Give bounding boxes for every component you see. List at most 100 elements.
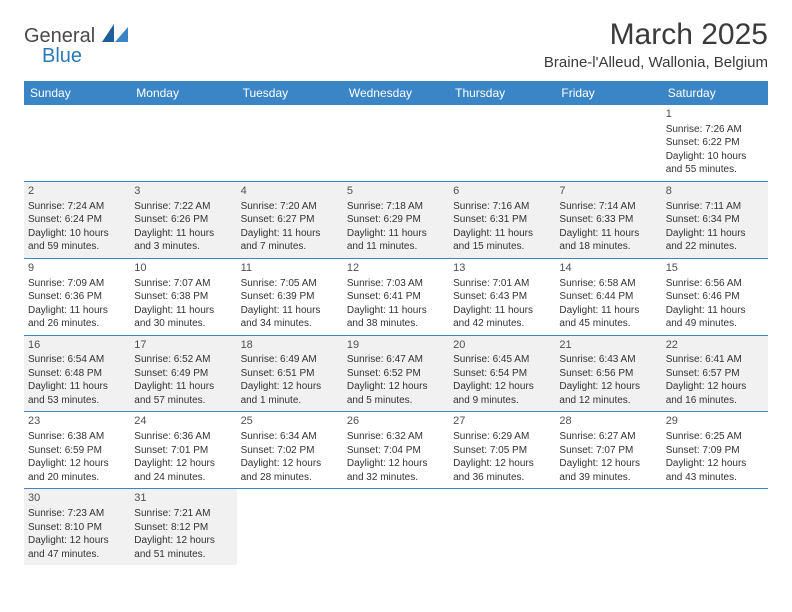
day-cell: 18Sunrise: 6:49 AMSunset: 6:51 PMDayligh… bbox=[237, 335, 343, 412]
daylight-text: and 39 minutes. bbox=[559, 471, 657, 485]
day-cell: 16Sunrise: 6:54 AMSunset: 6:48 PMDayligh… bbox=[24, 335, 130, 412]
day-header: Friday bbox=[555, 81, 661, 105]
logo-text-blue: Blue bbox=[42, 45, 128, 68]
day-cell bbox=[449, 105, 555, 181]
header-right: March 2025 Braine-l'Alleud, Wallonia, Be… bbox=[544, 18, 768, 71]
sunrise-text: Sunrise: 6:38 AM bbox=[28, 430, 126, 444]
sunset-text: Sunset: 6:41 PM bbox=[347, 290, 445, 304]
daylight-text: and 45 minutes. bbox=[559, 317, 657, 331]
day-number: 4 bbox=[241, 184, 339, 199]
sunset-text: Sunset: 8:12 PM bbox=[134, 521, 232, 535]
sunrise-text: Sunrise: 6:36 AM bbox=[134, 430, 232, 444]
day-cell: 5Sunrise: 7:18 AMSunset: 6:29 PMDaylight… bbox=[343, 181, 449, 258]
day-cell bbox=[130, 105, 236, 181]
day-cell bbox=[343, 489, 449, 565]
daylight-text: and 47 minutes. bbox=[28, 548, 126, 562]
day-header: Tuesday bbox=[237, 81, 343, 105]
daylight-text: Daylight: 12 hours bbox=[134, 457, 232, 471]
daylight-text: and 12 minutes. bbox=[559, 394, 657, 408]
day-number: 27 bbox=[453, 414, 551, 429]
daylight-text: and 38 minutes. bbox=[347, 317, 445, 331]
daylight-text: and 22 minutes. bbox=[666, 240, 764, 254]
daylight-text: and 36 minutes. bbox=[453, 471, 551, 485]
day-number: 31 bbox=[134, 491, 232, 506]
sunset-text: Sunset: 6:36 PM bbox=[28, 290, 126, 304]
day-cell: 3Sunrise: 7:22 AMSunset: 6:26 PMDaylight… bbox=[130, 181, 236, 258]
day-number: 7 bbox=[559, 184, 657, 199]
day-cell: 20Sunrise: 6:45 AMSunset: 6:54 PMDayligh… bbox=[449, 335, 555, 412]
calendar-table: Sunday Monday Tuesday Wednesday Thursday… bbox=[24, 81, 768, 565]
day-cell: 4Sunrise: 7:20 AMSunset: 6:27 PMDaylight… bbox=[237, 181, 343, 258]
day-cell: 21Sunrise: 6:43 AMSunset: 6:56 PMDayligh… bbox=[555, 335, 661, 412]
logo: General Blue bbox=[24, 24, 128, 68]
sunrise-text: Sunrise: 7:16 AM bbox=[453, 200, 551, 214]
day-cell: 2Sunrise: 7:24 AMSunset: 6:24 PMDaylight… bbox=[24, 181, 130, 258]
day-header: Saturday bbox=[662, 81, 768, 105]
sunset-text: Sunset: 6:33 PM bbox=[559, 213, 657, 227]
sunset-text: Sunset: 7:05 PM bbox=[453, 444, 551, 458]
sunset-text: Sunset: 8:10 PM bbox=[28, 521, 126, 535]
daylight-text: Daylight: 12 hours bbox=[559, 457, 657, 471]
day-cell bbox=[449, 489, 555, 565]
day-number: 21 bbox=[559, 338, 657, 353]
day-cell: 27Sunrise: 6:29 AMSunset: 7:05 PMDayligh… bbox=[449, 412, 555, 489]
day-cell: 15Sunrise: 6:56 AMSunset: 6:46 PMDayligh… bbox=[662, 258, 768, 335]
sunset-text: Sunset: 6:31 PM bbox=[453, 213, 551, 227]
day-cell: 13Sunrise: 7:01 AMSunset: 6:43 PMDayligh… bbox=[449, 258, 555, 335]
sunset-text: Sunset: 6:51 PM bbox=[241, 367, 339, 381]
day-cell: 17Sunrise: 6:52 AMSunset: 6:49 PMDayligh… bbox=[130, 335, 236, 412]
daylight-text: Daylight: 11 hours bbox=[28, 304, 126, 318]
logo-sail-icon bbox=[102, 24, 128, 47]
daylight-text: Daylight: 11 hours bbox=[559, 304, 657, 318]
day-header: Thursday bbox=[449, 81, 555, 105]
sunrise-text: Sunrise: 6:32 AM bbox=[347, 430, 445, 444]
sunset-text: Sunset: 7:01 PM bbox=[134, 444, 232, 458]
sunrise-text: Sunrise: 7:09 AM bbox=[28, 277, 126, 291]
sunrise-text: Sunrise: 7:20 AM bbox=[241, 200, 339, 214]
daylight-text: Daylight: 12 hours bbox=[241, 457, 339, 471]
day-number: 20 bbox=[453, 338, 551, 353]
day-cell bbox=[237, 105, 343, 181]
day-cell: 10Sunrise: 7:07 AMSunset: 6:38 PMDayligh… bbox=[130, 258, 236, 335]
day-number: 30 bbox=[28, 491, 126, 506]
sunrise-text: Sunrise: 6:54 AM bbox=[28, 353, 126, 367]
day-cell: 12Sunrise: 7:03 AMSunset: 6:41 PMDayligh… bbox=[343, 258, 449, 335]
sunrise-text: Sunrise: 7:14 AM bbox=[559, 200, 657, 214]
sunrise-text: Sunrise: 6:58 AM bbox=[559, 277, 657, 291]
day-number: 17 bbox=[134, 338, 232, 353]
daylight-text: and 16 minutes. bbox=[666, 394, 764, 408]
daylight-text: Daylight: 12 hours bbox=[666, 457, 764, 471]
day-number: 16 bbox=[28, 338, 126, 353]
sunset-text: Sunset: 6:22 PM bbox=[666, 136, 764, 150]
sunrise-text: Sunrise: 7:07 AM bbox=[134, 277, 232, 291]
day-cell: 26Sunrise: 6:32 AMSunset: 7:04 PMDayligh… bbox=[343, 412, 449, 489]
day-cell bbox=[555, 489, 661, 565]
week-row: 9Sunrise: 7:09 AMSunset: 6:36 PMDaylight… bbox=[24, 258, 768, 335]
day-number: 10 bbox=[134, 261, 232, 276]
daylight-text: Daylight: 12 hours bbox=[347, 457, 445, 471]
day-number: 23 bbox=[28, 414, 126, 429]
day-cell: 1Sunrise: 7:26 AMSunset: 6:22 PMDaylight… bbox=[662, 105, 768, 181]
daylight-text: and 59 minutes. bbox=[28, 240, 126, 254]
sunset-text: Sunset: 6:46 PM bbox=[666, 290, 764, 304]
day-cell bbox=[343, 105, 449, 181]
daylight-text: and 3 minutes. bbox=[134, 240, 232, 254]
day-cell bbox=[24, 105, 130, 181]
location-text: Braine-l'Alleud, Wallonia, Belgium bbox=[544, 54, 768, 71]
day-number: 22 bbox=[666, 338, 764, 353]
daylight-text: and 34 minutes. bbox=[241, 317, 339, 331]
day-number: 8 bbox=[666, 184, 764, 199]
sunrise-text: Sunrise: 6:43 AM bbox=[559, 353, 657, 367]
day-cell: 30Sunrise: 7:23 AMSunset: 8:10 PMDayligh… bbox=[24, 489, 130, 565]
daylight-text: and 53 minutes. bbox=[28, 394, 126, 408]
daylight-text: Daylight: 11 hours bbox=[28, 380, 126, 394]
sunrise-text: Sunrise: 6:52 AM bbox=[134, 353, 232, 367]
day-cell: 14Sunrise: 6:58 AMSunset: 6:44 PMDayligh… bbox=[555, 258, 661, 335]
sunrise-text: Sunrise: 6:29 AM bbox=[453, 430, 551, 444]
day-cell: 29Sunrise: 6:25 AMSunset: 7:09 PMDayligh… bbox=[662, 412, 768, 489]
daylight-text: Daylight: 12 hours bbox=[666, 380, 764, 394]
day-cell: 31Sunrise: 7:21 AMSunset: 8:12 PMDayligh… bbox=[130, 489, 236, 565]
daylight-text: Daylight: 12 hours bbox=[28, 534, 126, 548]
sunset-text: Sunset: 6:29 PM bbox=[347, 213, 445, 227]
sunrise-text: Sunrise: 6:25 AM bbox=[666, 430, 764, 444]
